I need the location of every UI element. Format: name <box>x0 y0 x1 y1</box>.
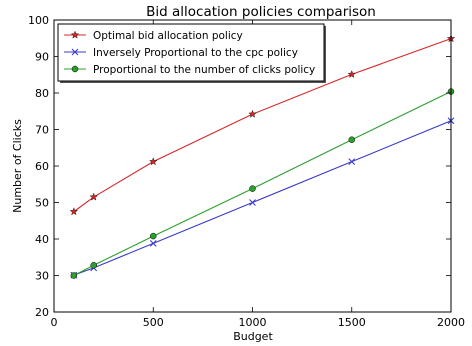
y-tick-label: 70 <box>35 124 49 137</box>
data-point <box>70 272 78 279</box>
data-point <box>249 199 256 206</box>
legend-box <box>57 23 325 82</box>
legend-label: Optimal bid allocation policy <box>93 30 243 42</box>
x-axis-label: Budget <box>233 330 273 343</box>
data-point <box>348 136 355 143</box>
series-line-2 <box>73 120 452 276</box>
y-tick-label: 20 <box>35 306 49 319</box>
data-point <box>149 239 157 247</box>
y-tick-label: 60 <box>35 160 49 173</box>
legend-marker <box>70 30 80 39</box>
y-tick-label: 40 <box>35 233 49 246</box>
data-point <box>348 158 356 166</box>
legend-marker <box>71 48 79 56</box>
plot-area: 0 500 1000 1500 2000 20 30 40 50 60 70 80 90 100 <box>28 14 465 329</box>
x-tick-label: 500 <box>143 316 164 329</box>
legend-label: Inversely Proportional to the cpc policy <box>93 47 298 59</box>
x-tick-label: 2000 <box>437 316 465 329</box>
legend-marker <box>71 65 79 73</box>
y-tick-label: 90 <box>35 51 49 64</box>
series-line-1 <box>73 38 452 213</box>
x-tick-label: 1000 <box>239 316 267 329</box>
y-axis-label: Number of Clicks <box>11 119 24 213</box>
legend-label: Proportional to the number of clicks pol… <box>93 64 315 76</box>
x-tick-label: 1500 <box>338 316 366 329</box>
data-point <box>149 157 158 166</box>
series-line-3 <box>73 91 452 276</box>
data-point <box>249 185 256 192</box>
data-point <box>89 192 98 201</box>
legend: Optimal bid allocation policy Inversely P… <box>57 23 326 83</box>
data-point <box>90 262 97 269</box>
y-tick-label: 30 <box>35 270 49 283</box>
y-tick-label: 80 <box>35 87 49 100</box>
data-point <box>69 207 79 216</box>
y-tick-label: 50 <box>35 197 49 210</box>
x-tick-label: 0 <box>51 316 58 329</box>
data-point <box>347 70 356 78</box>
data-point <box>248 109 257 118</box>
data-point <box>150 232 157 240</box>
chart-title: Bid allocation policies comparison <box>146 4 376 20</box>
y-tick-label: 100 <box>28 14 49 27</box>
